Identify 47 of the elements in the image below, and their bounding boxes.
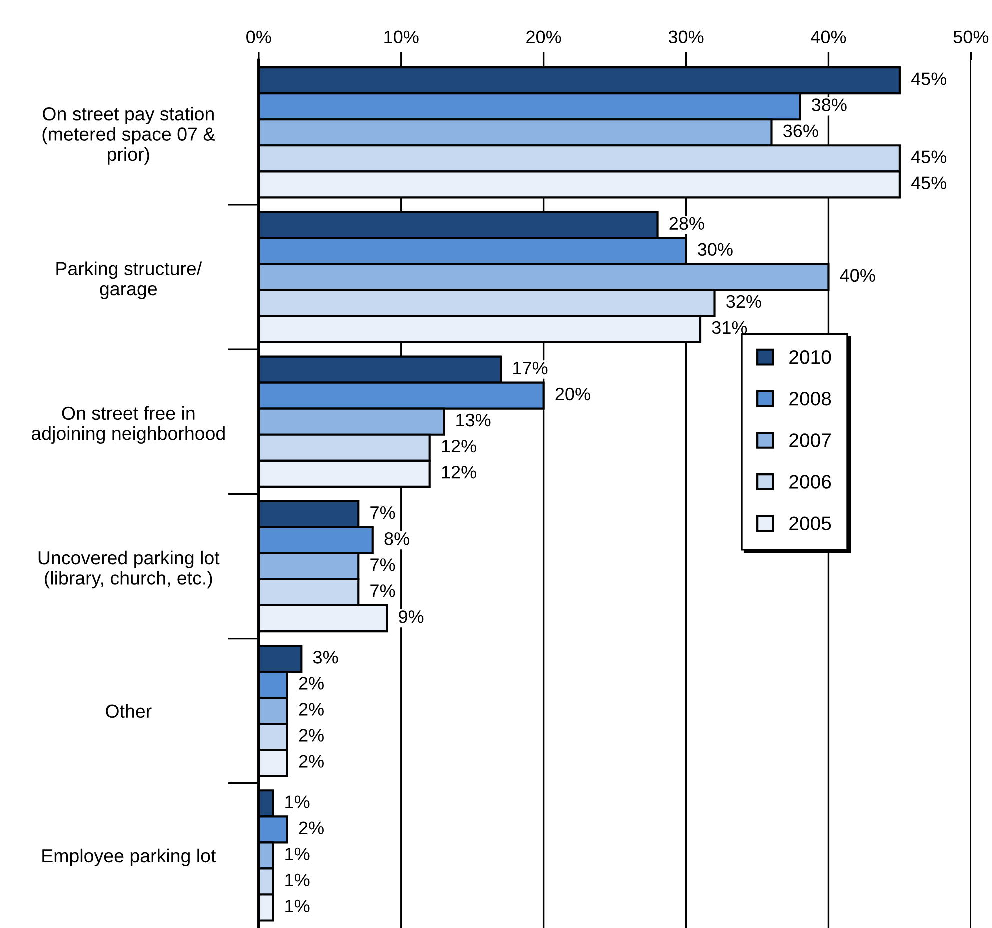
y-tick-label: On street free in adjoining neighborhood	[32, 406, 225, 444]
y-tick-label: Employee parking lot	[42, 848, 216, 866]
data-label: 2%	[299, 729, 324, 742]
x-tick-label: 0%	[246, 30, 272, 44]
data-label: 1%	[286, 900, 310, 913]
x-tick-label: 50%	[954, 30, 989, 44]
data-label: 7%	[370, 506, 396, 520]
data-label: 1%	[286, 848, 310, 860]
y-tick-label: Uncovered parking lot (library, church, etc.)	[38, 550, 220, 589]
y-tick-label: Parking structure/ garage	[56, 262, 202, 300]
data-label: 12%	[442, 440, 476, 453]
data-label: 28%	[670, 217, 704, 230]
data-label: 20%	[556, 388, 590, 401]
data-label: 13%	[456, 414, 491, 427]
legend-label: 2010	[790, 350, 832, 364]
data-label: 3%	[313, 651, 338, 664]
data-label: 2%	[299, 755, 324, 768]
data-label: 38%	[812, 98, 847, 112]
data-label: 32%	[726, 295, 762, 308]
y-tick-label: On street pay station (metered space 07 & prior)	[42, 106, 216, 165]
data-label: 1%	[286, 874, 310, 886]
x-tick-label: 20%	[526, 30, 562, 44]
legend-label: 2005	[790, 516, 832, 530]
x-tick-label: 10%	[384, 30, 419, 44]
data-label: 45%	[911, 150, 947, 164]
data-label: 9%	[399, 610, 424, 624]
data-label: 12%	[442, 466, 476, 479]
data-label: 2%	[299, 677, 324, 690]
data-label: 8%	[384, 532, 410, 546]
data-label: 2%	[299, 703, 324, 716]
data-label: 17%	[514, 362, 548, 375]
data-label: 2%	[299, 822, 324, 834]
x-tick-label: 30%	[668, 30, 704, 44]
y-tick-label: Other	[106, 704, 152, 718]
data-label: 45%	[911, 176, 947, 190]
legend-label: 2007	[790, 434, 831, 448]
data-label: 30%	[698, 243, 733, 256]
legend-label: 2008	[790, 392, 832, 406]
data-label: 7%	[370, 558, 396, 572]
x-tick-label: 40%	[811, 30, 846, 44]
data-label: 45%	[911, 72, 947, 86]
data-label: 7%	[370, 584, 396, 598]
data-label: 1%	[286, 796, 310, 808]
legend-label: 2006	[790, 475, 832, 489]
data-label: 40%	[840, 269, 876, 282]
data-label: 31%	[712, 321, 748, 334]
data-label: 36%	[784, 124, 818, 138]
